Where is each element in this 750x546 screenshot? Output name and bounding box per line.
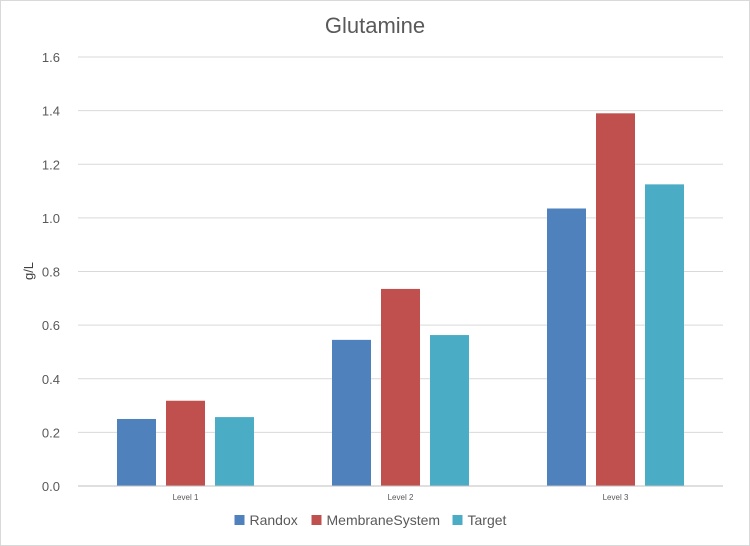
bar-randox-level-1	[117, 418, 156, 486]
legend: Randox MembraneSystem Target	[234, 512, 507, 528]
bar-target-level-2	[430, 335, 469, 486]
bar-randox-level-2	[332, 339, 371, 486]
y-tick-label: 1.4	[42, 104, 60, 119]
y-tick-label: 1.2	[42, 157, 60, 172]
y-tick-label: 0.2	[42, 425, 60, 440]
x-category-label: Level 1	[173, 493, 199, 502]
bar-target-level-3	[645, 184, 684, 486]
x-category-label: Level 2	[388, 493, 414, 502]
bar-target-level-1	[215, 417, 254, 486]
y-tick-label: 1.6	[42, 50, 60, 65]
y-axis-label: g/L	[21, 262, 36, 280]
y-tick-label: 0.8	[42, 265, 60, 280]
y-tick-label: 0.4	[42, 372, 60, 387]
legend-swatch	[452, 515, 463, 525]
bar-membranesystem-level-3	[596, 113, 635, 487]
y-tick-labels: 0.0 0.2 0.4 0.6 0.8 1.0 1.2 1.4 1.6	[42, 50, 60, 494]
chart-title: Glutamine	[325, 13, 425, 38]
x-category-labels: Level 1 Level 2 Level 3	[173, 493, 629, 502]
bar-membranesystem-level-2	[381, 288, 420, 486]
x-category-label: Level 3	[603, 493, 629, 502]
legend-label: Target	[468, 512, 507, 528]
bars	[117, 113, 684, 487]
y-tick-label: 0.0	[42, 479, 60, 494]
legend-label: MembraneSystem	[327, 512, 441, 528]
bar-randox-level-3	[547, 208, 586, 486]
y-tick-label: 0.6	[42, 318, 60, 333]
legend-swatch	[234, 515, 245, 525]
bar-membranesystem-level-1	[166, 400, 205, 486]
legend-swatch	[311, 515, 322, 525]
legend-label: Randox	[250, 512, 298, 528]
y-tick-label: 1.0	[42, 211, 60, 226]
